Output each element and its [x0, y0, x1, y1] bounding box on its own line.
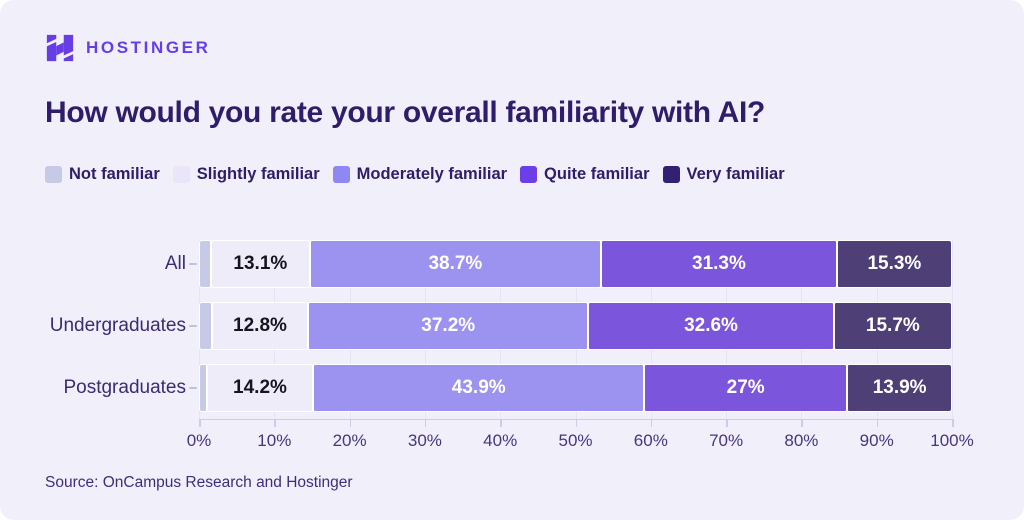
row-tick: [186, 263, 199, 265]
x-axis-tick: [274, 419, 276, 427]
row-tick-dash: [188, 263, 197, 265]
bar-segment: [199, 364, 207, 412]
x-axis-tick-label: 70%: [709, 431, 744, 450]
x-axis-tick: [726, 419, 728, 427]
x-axis-tick: [876, 419, 879, 427]
segment-value-label: 27%: [726, 377, 765, 398]
legend-swatch: [662, 166, 680, 183]
x-axis-tick-label: 100%: [930, 431, 974, 450]
bar-row: Undergraduates 12.8% 37.2% 32.6% 15.7%: [45, 302, 952, 350]
segment-value-label: 14.2%: [233, 377, 287, 398]
bar-segment: [199, 240, 212, 288]
row-tick-dash: [188, 387, 197, 389]
row-label: Undergraduates: [49, 315, 186, 336]
segment-value-label: 15.7%: [865, 315, 920, 336]
row-tick: [186, 325, 199, 327]
legend-item: Moderately familiar: [332, 165, 508, 184]
stacked-bar: 13.1% 38.7% 31.3% 15.3%: [199, 240, 952, 288]
brand-name: HOSTINGER: [86, 38, 211, 57]
bar-segment: 32.6%: [588, 302, 834, 350]
legend-item-label: Not familiar: [69, 165, 160, 183]
stacked-bar: 12.8% 37.2% 32.6% 15.7%: [199, 302, 952, 350]
segment-value-label: 13.9%: [872, 377, 927, 398]
segment-value-label: 38.7%: [428, 253, 483, 274]
legend-item: Not familiar: [45, 165, 160, 184]
legend-item-label: Quite familiar: [544, 165, 650, 183]
segment-value-label: 12.8%: [233, 315, 287, 336]
x-axis-tick-label: 30%: [407, 431, 442, 450]
x-axis-tick-label: 40%: [483, 431, 518, 450]
gridline: [952, 240, 953, 419]
legend-swatch: [172, 166, 190, 183]
bar-segment: 31.3%: [601, 240, 837, 288]
x-axis-tick: [952, 419, 954, 427]
bar-row: All 13.1% 38.7% 31.3% 15.3%: [45, 240, 952, 288]
legend-item-label: Very familiar: [686, 165, 785, 183]
stacked-bar-chart: All 13.1% 38.7% 31.3% 15.3% Undergraduates 12.…: [45, 240, 974, 470]
segment-value-label: 43.9%: [451, 377, 506, 398]
legend-swatch: [332, 166, 350, 183]
bar-segment: 12.8%: [211, 302, 309, 350]
row-label: Postgraduates: [63, 377, 186, 398]
x-axis-tick: [424, 419, 427, 427]
bar-segment: 15.7%: [833, 302, 952, 350]
legend-item-label: Moderately familiar: [356, 165, 508, 183]
x-axis-tick-label: 0%: [186, 431, 212, 450]
x-axis-tick-label: 80%: [784, 431, 819, 450]
legend-swatch: [45, 166, 62, 183]
x-axis-tick: [199, 419, 201, 427]
bar-row: Postgraduates 14.2% 43.9% 27% 13.9%: [45, 364, 952, 412]
row-tick-dash: [188, 325, 197, 327]
brand-header: HOSTINGER: [45, 33, 210, 63]
hostinger-logo-icon: [45, 34, 75, 62]
legend: Not familiar Slightly familiar Moderately …: [45, 165, 785, 184]
x-axis-tick-label: 60%: [633, 431, 668, 450]
row-tick: [186, 387, 199, 389]
bar-segment: [199, 302, 212, 350]
x-axis-tick-label: 10%: [257, 431, 292, 450]
x-axis-tick: [650, 419, 653, 427]
stacked-bar: 14.2% 43.9% 27% 13.9%: [199, 364, 952, 412]
x-axis-tick: [500, 419, 502, 427]
legend-item: Quite familiar: [520, 165, 650, 184]
segment-value-label: 13.1%: [233, 253, 288, 274]
bar-segment: 15.3%: [836, 240, 952, 288]
segment-value-label: 32.6%: [684, 315, 738, 336]
legend-item: Slightly familiar: [172, 165, 320, 184]
segment-value-label: 31.3%: [692, 253, 746, 274]
bar-segment: 37.2%: [308, 302, 589, 350]
bar-segment: 14.2%: [206, 364, 314, 412]
x-axis-tick: [801, 419, 803, 427]
x-axis-tick-label: 50%: [558, 431, 593, 450]
bar-rows: All 13.1% 38.7% 31.3% 15.3% Undergraduates 12.…: [45, 240, 952, 426]
x-axis: 0% 10% 20% 30% 40% 50% 60% 70% 80% 90% 100%: [187, 419, 974, 469]
bar-segment: 38.7%: [309, 240, 602, 288]
x-axis-tick-label: 20%: [332, 431, 367, 450]
source-note: Source: OnCampus Research and Hostinger: [45, 474, 353, 491]
x-axis-tick: [349, 419, 352, 427]
legend-item: Very familiar: [662, 165, 785, 184]
legend-item-label: Slightly familiar: [196, 165, 320, 183]
bar-segment: 43.9%: [313, 364, 644, 412]
bar-segment: 27%: [644, 364, 848, 412]
segment-value-label: 15.3%: [867, 253, 922, 274]
row-label: All: [164, 253, 186, 274]
chart-title: How would you rate your overall familiar…: [45, 96, 766, 129]
bar-segment: 13.9%: [847, 364, 952, 412]
x-axis-tick-label: 90%: [859, 431, 894, 450]
x-axis-tick: [575, 419, 577, 427]
legend-swatch: [520, 166, 538, 183]
bar-segment: 13.1%: [211, 240, 310, 288]
segment-value-label: 37.2%: [421, 315, 476, 336]
